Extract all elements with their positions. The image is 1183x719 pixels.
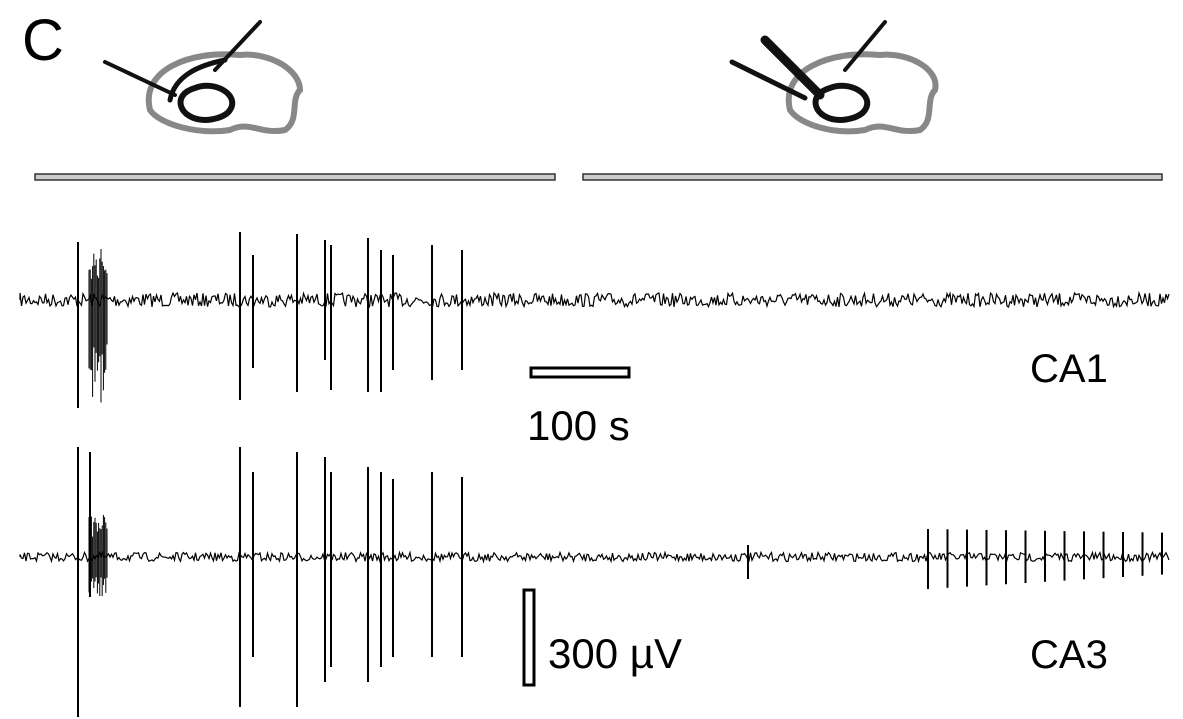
time-scale-label: 100 s [527,402,630,449]
traces [19,232,1170,717]
slice-icon [729,20,939,135]
trace-label: CA3 [1030,633,1108,677]
condition-bar [34,173,556,181]
trace [19,550,1170,564]
voltage-scale-bar [522,588,536,687]
trace [19,290,1170,309]
condition-bar [582,173,1163,181]
voltage-scale-label: 300 µV [548,630,682,677]
time-scale-bar [529,366,631,379]
trace-label: CA1 [1030,347,1108,391]
slice-icon [103,20,304,135]
panel-label: C [22,8,64,73]
